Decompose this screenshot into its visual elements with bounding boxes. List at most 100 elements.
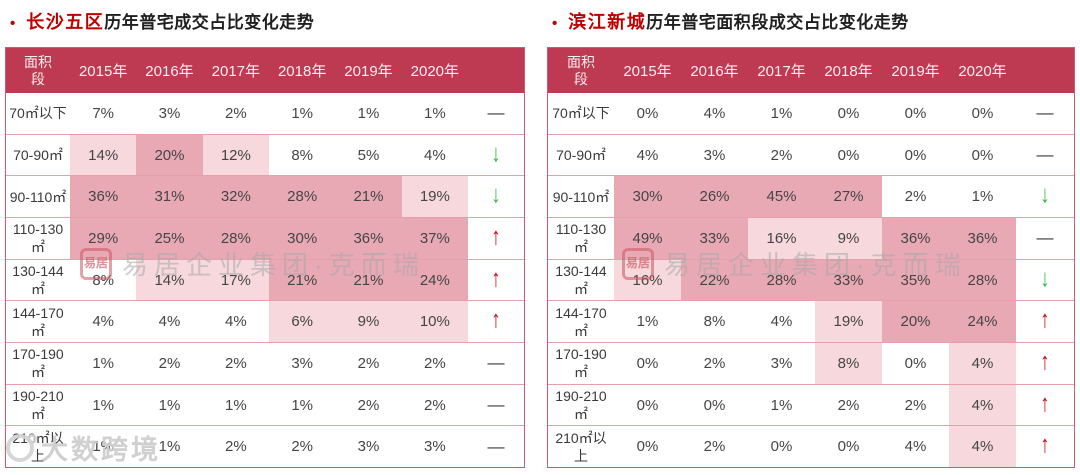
share-value-cell: 4% (904, 438, 927, 456)
area-range-label: 130-144㎡ (555, 262, 607, 298)
year-column-header: 2019年 (891, 63, 940, 80)
area-column-header: 面积段 (548, 48, 614, 93)
title-highlight: 长沙五区 (26, 12, 105, 32)
year-column-header: 2015年 (623, 63, 672, 80)
year-column-header: 2016年 (145, 63, 194, 80)
area-range-label: 110-130㎡ (555, 221, 607, 256)
trend-column-header (468, 48, 524, 93)
trend-down-indicator: ↓ (1040, 182, 1050, 210)
share-value-cell: 7% (92, 104, 114, 122)
share-value-cell: 9% (335, 301, 402, 343)
share-value-cell: 0% (904, 104, 927, 122)
share-value-cell: 1% (636, 313, 659, 331)
trend-down-indicator: ↓ (491, 140, 501, 168)
table-row: 90-110㎡ 36% 31% 32% 28% 21% 19% ↓ (6, 176, 524, 219)
panel-title-changsha: • 长沙五区 历年普宅成交占比变化走势 (5, 8, 525, 34)
share-value-cell: 2% (291, 438, 313, 456)
trend-down-indicator: ↓ (491, 182, 501, 210)
share-value-cell: 0% (971, 104, 994, 122)
share-value-cell: 8% (815, 343, 882, 384)
area-range-label: 70㎡以下 (9, 105, 67, 122)
share-value-cell: 1% (224, 396, 247, 414)
share-value-cell: 1% (291, 396, 313, 414)
share-value-cell: 28% (949, 259, 1016, 301)
table-binjiang: 面积段 2015年 2016年 2017年 2018年 2019年 2020年 70㎡以下… (547, 47, 1075, 468)
share-value-cell: 1% (770, 396, 793, 414)
share-value-cell: 24% (401, 259, 468, 301)
trend-up-indicator: ↑ (1040, 307, 1050, 335)
share-value-cell: 28% (748, 259, 815, 301)
share-value-cell: 4% (949, 426, 1016, 468)
share-value-cell: 36% (949, 218, 1016, 259)
share-value-cell: 3% (770, 354, 793, 372)
share-value-cell: 0% (837, 104, 860, 122)
trend-up-indicator: ↑ (491, 224, 501, 252)
share-value-cell: 2% (703, 438, 726, 456)
trend-dash-indicator: — (487, 436, 505, 456)
area-range-label: 90-110㎡ (552, 188, 610, 205)
table-header: 面积段 2015年 2016年 2017年 2018年 2019年 2020年 (548, 48, 1074, 93)
share-value-cell: 1% (92, 396, 114, 414)
share-value-cell: 8% (92, 271, 114, 289)
share-value-cell: 4% (770, 313, 793, 331)
share-value-cell: 35% (882, 259, 949, 301)
share-value-cell: 33% (681, 218, 748, 259)
table-row: 70㎡以下 7% 3% 2% 1% 1% 1% — (6, 93, 524, 135)
table-row: 110-130㎡ 29% 25% 28% 30% 36% 37% ↑ (6, 218, 524, 260)
share-value-cell: 4% (423, 146, 446, 164)
year-column-header: 2020年 (958, 63, 1007, 80)
share-value-cell: 3% (703, 146, 726, 164)
table-body: 70㎡以下 7% 3% 2% 1% 1% 1% —70-90㎡ 14% 20% 12% 8% 5% 4% ↓… (6, 93, 524, 468)
share-value-cell: 0% (636, 354, 659, 372)
area-range-label: 70-90㎡ (556, 146, 606, 163)
share-value-cell: 22% (681, 259, 748, 301)
share-value-cell: 2% (837, 396, 860, 414)
panel-binjiang-new-city: • 滨江新城 历年普宅面积段成交占比变化走势 面积段 2015年 2016年 201… (547, 8, 1075, 468)
area-range-label: 190-210㎡ (555, 387, 607, 423)
table-row: 144-170㎡ 4% 4% 4% 6% 9% 10% ↑ (6, 301, 524, 344)
share-value-cell: 2% (423, 396, 446, 414)
share-value-cell: 21% (335, 259, 402, 301)
share-value-cell: 3% (291, 354, 313, 372)
share-value-cell: 4% (949, 384, 1016, 426)
table-row: 70-90㎡ 14% 20% 12% 8% 5% 4% ↓ (6, 134, 524, 177)
share-value-cell: 1% (423, 104, 446, 122)
share-value-cell: 4% (703, 104, 726, 122)
trend-up-indicator: ↑ (1040, 349, 1050, 377)
year-column-header: 2015年 (78, 63, 128, 80)
share-value-cell: 4% (158, 313, 181, 331)
area-column-header-label: 面积段 (24, 53, 52, 87)
table-row: 110-130㎡ 49% 33% 16% 9% 36% 36% — (548, 218, 1074, 260)
share-value-cell: 29% (70, 218, 137, 259)
table-header: 面积段 2015年 2016年 2017年 2018年 2019年 2020年 (6, 48, 524, 93)
share-value-cell: 4% (949, 343, 1016, 384)
share-value-cell: 8% (703, 313, 726, 331)
year-column-header: 2016年 (690, 63, 739, 80)
share-value-cell: 2% (770, 146, 793, 164)
share-value-cell: 26% (681, 176, 748, 218)
share-value-cell: 21% (269, 259, 336, 301)
share-value-cell: 0% (904, 354, 927, 372)
trend-dash-indicator: — (487, 395, 505, 415)
trend-dash-indicator: — (1036, 103, 1054, 123)
share-value-cell: 20% (882, 301, 949, 343)
trend-up-indicator: ↑ (491, 307, 501, 335)
share-value-cell: 36% (70, 176, 137, 218)
share-value-cell: 33% (815, 259, 882, 301)
year-column-header: 2019年 (344, 63, 393, 80)
table-row: 170-190㎡ 1% 2% 2% 3% 2% 2% — (6, 343, 524, 385)
title-text: 历年普宅面积段成交占比变化走势 (646, 13, 909, 32)
area-range-label: 210㎡以上 (555, 429, 607, 464)
share-value-cell: 4% (224, 313, 247, 331)
bullet-icon: • (552, 15, 558, 32)
share-value-cell: 1% (92, 438, 114, 456)
trend-up-indicator: ↑ (491, 265, 501, 294)
table-row: 170-190㎡ 0% 2% 3% 8% 0% 4% ↑ (548, 343, 1074, 385)
area-range-label: 110-130㎡ (12, 221, 64, 256)
share-value-cell: 0% (837, 438, 860, 456)
table-row: 130-144㎡ 8% 14% 17% 21% 21% 24% ↑ (6, 259, 524, 302)
trend-dash-indicator: — (487, 103, 505, 123)
share-value-cell: 9% (815, 218, 882, 259)
share-value-cell: 32% (202, 176, 269, 218)
table-row: 90-110㎡ 30% 26% 45% 27% 2% 1% ↓ (548, 176, 1074, 219)
